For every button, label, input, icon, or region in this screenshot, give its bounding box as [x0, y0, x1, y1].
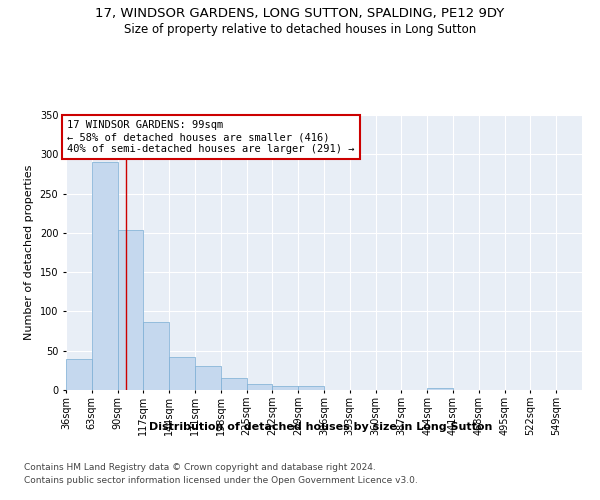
Bar: [118, 230, 143, 390]
Y-axis label: Number of detached properties: Number of detached properties: [24, 165, 34, 340]
Bar: [66, 358, 92, 390]
Bar: [143, 322, 169, 390]
Bar: [195, 366, 221, 390]
Bar: [247, 384, 272, 390]
Bar: [92, 162, 118, 390]
Text: Contains HM Land Registry data © Crown copyright and database right 2024.: Contains HM Land Registry data © Crown c…: [24, 462, 376, 471]
Bar: [427, 388, 453, 390]
Bar: [298, 386, 324, 390]
Text: Distribution of detached houses by size in Long Sutton: Distribution of detached houses by size …: [149, 422, 493, 432]
Text: Size of property relative to detached houses in Long Sutton: Size of property relative to detached ho…: [124, 22, 476, 36]
Bar: [221, 378, 247, 390]
Bar: [272, 386, 298, 390]
Text: 17 WINDSOR GARDENS: 99sqm
← 58% of detached houses are smaller (416)
40% of semi: 17 WINDSOR GARDENS: 99sqm ← 58% of detac…: [67, 120, 355, 154]
Bar: [169, 357, 195, 390]
Text: 17, WINDSOR GARDENS, LONG SUTTON, SPALDING, PE12 9DY: 17, WINDSOR GARDENS, LONG SUTTON, SPALDI…: [95, 8, 505, 20]
Text: Contains public sector information licensed under the Open Government Licence v3: Contains public sector information licen…: [24, 476, 418, 485]
